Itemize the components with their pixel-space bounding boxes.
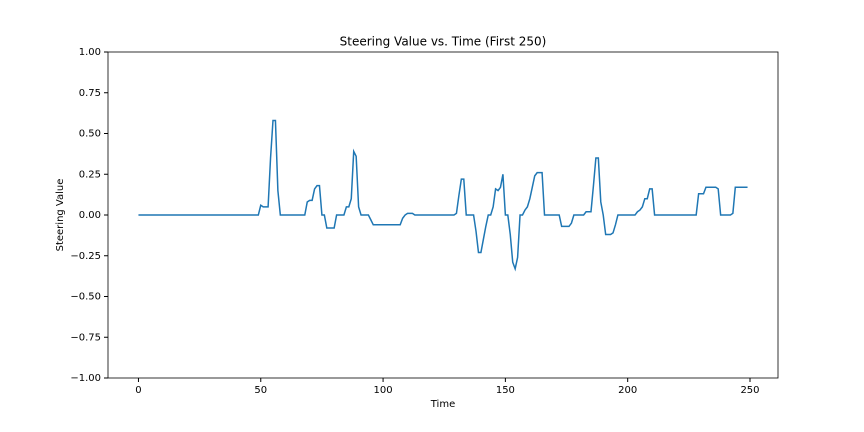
y-tick-label: 0.75 <box>79 88 101 99</box>
x-tick-label: 0 <box>135 385 141 396</box>
y-axis-label: Steering Value <box>55 179 66 252</box>
y-tick-label: −0.75 <box>70 332 101 343</box>
x-tick-label: 100 <box>374 385 393 396</box>
data-line <box>138 119 748 272</box>
y-tick-label: 0.25 <box>79 169 101 180</box>
chart-title: Steering Value vs. Time (First 250) <box>340 35 547 49</box>
axes-frame <box>107 51 779 379</box>
y-tick-label: −1.00 <box>70 373 101 384</box>
x-tick-label: 150 <box>496 385 515 396</box>
y-tick-label: 1.00 <box>79 47 101 58</box>
x-tick-label: 200 <box>618 385 637 396</box>
y-tick-label: 0.50 <box>79 129 101 140</box>
y-tick-label: −0.50 <box>70 292 101 303</box>
y-tick-label: −0.25 <box>70 251 101 262</box>
x-axis-label: Time <box>430 399 455 410</box>
x-tick-label: 250 <box>740 385 759 396</box>
y-tick-label: 0.00 <box>79 210 101 221</box>
x-tick-label: 50 <box>254 385 267 396</box>
